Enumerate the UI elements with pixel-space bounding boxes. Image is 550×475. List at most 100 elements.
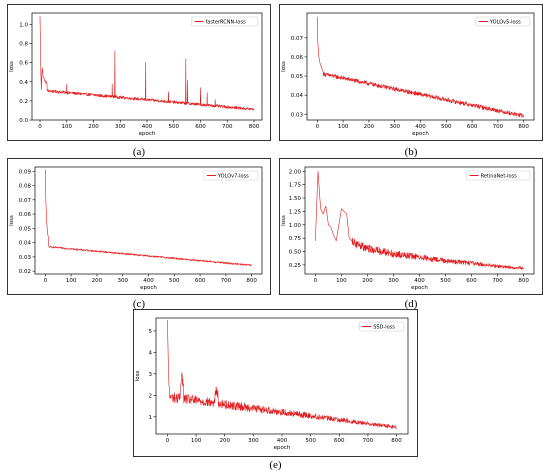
legend-box (358, 321, 405, 332)
x-tick-label: 800 (518, 278, 529, 284)
panel-label-a: (a) (132, 146, 146, 158)
legend-box (475, 16, 531, 27)
x-tick-label: 200 (362, 278, 373, 284)
y-tick-label: 0.0 (19, 118, 28, 124)
plot-area (31, 12, 263, 121)
series-line-YOLOv5-loss (317, 16, 524, 118)
y-tick-label: 0.08 (19, 184, 32, 190)
x-tick-label: 700 (492, 278, 503, 284)
x-tick-label: 600 (334, 438, 345, 444)
y-tick-label: 0.02 (19, 269, 31, 275)
panel-label-e: (e) (269, 459, 282, 471)
chart-ssd-loss: 0 100 200 300 400 500 600 700 800 1 2 3 4 5 epoch loss S… (135, 317, 409, 451)
panel-label-c: (c) (132, 298, 146, 310)
y-tick-label: 1.0 (19, 22, 28, 28)
x-tick-label: 300 (248, 438, 259, 444)
y-tick-label: 1.50 (289, 196, 302, 202)
y-tick-label: 0.07 (19, 198, 32, 204)
frame-b: 0 100 200 300 400 500 600 700 800 0.03 0.04 0.05 0.0… (279, 4, 543, 141)
legend-box (191, 16, 259, 27)
y-tick-label: 4 (149, 350, 153, 356)
y-tick-label: 5 (149, 329, 153, 335)
x-tick-label: 500 (441, 124, 452, 130)
x-tick-label: 100 (62, 124, 73, 130)
x-tick-label: 400 (415, 124, 426, 130)
y-tick-label: 0.06 (291, 55, 304, 61)
x-tick-label: 800 (249, 124, 260, 130)
legend-label: YOLOv7-loss (217, 174, 249, 180)
x-tick-label: 800 (246, 278, 257, 284)
x-tick-label: 200 (364, 124, 375, 130)
plot-area (155, 317, 409, 435)
x-tick-label: 0 (314, 278, 318, 284)
y-axis-label: loss (281, 61, 287, 72)
x-axis-label: epoch (140, 285, 157, 291)
plot-area (34, 166, 263, 275)
x-axis-label: epoch (139, 131, 156, 137)
y-tick-label: 0.2 (19, 99, 28, 105)
x-tick-label: 300 (115, 124, 126, 130)
legend-label: SSD-loss (373, 325, 395, 331)
panel-label-d: (d) (404, 298, 418, 310)
x-tick-label: 700 (363, 438, 374, 444)
legend-label: fasterRCNN-loss (206, 20, 247, 26)
y-tick-label: 0.25 (289, 263, 302, 269)
y-tick-label: 0.6 (19, 61, 28, 67)
frame-c: 0 100 200 300 400 500 600 700 800 0.02 0.03 0.04 0.0… (7, 158, 271, 295)
x-axis-label: epoch (412, 131, 429, 137)
y-tick-label: 0.03 (19, 255, 32, 261)
x-tick-label: 700 (221, 278, 232, 284)
series-line-fasterRCNN-loss (39, 15, 255, 111)
series-line-RetinaNet-loss (315, 171, 524, 270)
x-tick-label: 0 (38, 124, 42, 130)
x-axis-label: epoch (411, 285, 428, 291)
x-tick-label: 800 (391, 438, 402, 444)
panel-label-b: (b) (404, 146, 418, 158)
y-tick-label: 0.50 (289, 250, 302, 256)
frame-d: 0 100 200 300 400 500 600 700 800 0.25 0.50 0.75 1.0… (279, 158, 543, 295)
x-axis-label: epoch (274, 445, 291, 451)
chart-retinanet-loss: 0 100 200 300 400 500 600 700 800 0.25 0.50 0.75 1.0… (281, 166, 535, 291)
y-tick-label: 0.07 (291, 36, 304, 42)
x-tick-label: 200 (92, 278, 103, 284)
y-tick-label: 3 (149, 372, 153, 378)
x-tick-label: 400 (143, 278, 154, 284)
x-tick-label: 500 (440, 278, 451, 284)
y-tick-label: 0.8 (19, 42, 28, 48)
x-tick-label: 300 (117, 278, 128, 284)
series-line-YOLOv7-loss (45, 169, 252, 267)
y-tick-label: 1.25 (289, 209, 302, 215)
y-tick-label: 1 (149, 415, 153, 421)
chart-yolov7-loss: 0 100 200 300 400 500 600 700 800 0.02 0.03 0.04 0.0… (9, 166, 263, 291)
y-tick-label: 1.00 (289, 223, 302, 229)
x-tick-label: 200 (88, 124, 99, 130)
x-tick-label: 600 (195, 278, 206, 284)
x-tick-label: 300 (389, 124, 400, 130)
x-tick-label: 600 (195, 124, 206, 130)
x-tick-label: 200 (219, 438, 230, 444)
x-tick-label: 400 (414, 278, 425, 284)
x-tick-label: 600 (467, 124, 478, 130)
series-line-SSD-loss (167, 320, 397, 430)
chart-fasterrcnn-loss: 0 100 200 300 400 500 600 700 800 0.0 0.2 0.4 0.6 0.8… (9, 12, 263, 137)
x-tick-label: 800 (518, 124, 529, 130)
y-tick-label: 0.06 (19, 212, 32, 218)
y-tick-label: 0.09 (19, 169, 32, 175)
x-tick-label: 700 (493, 124, 504, 130)
x-tick-label: 500 (168, 124, 179, 130)
legend-label: RetinaNet-loss (481, 174, 518, 180)
legend-box (203, 170, 259, 181)
frame-a: 0 100 200 300 400 500 600 700 800 0.0 0.2 0.4 0.6 0.8… (7, 4, 271, 141)
y-tick-label: 0.4 (19, 80, 28, 86)
y-tick-label: 2 (149, 393, 153, 399)
y-tick-label: 0.05 (291, 74, 304, 80)
x-tick-label: 500 (169, 278, 180, 284)
legend-label: YOLOv5-loss (489, 20, 521, 26)
y-tick-label: 0.04 (19, 241, 32, 247)
y-axis-label: loss (135, 371, 141, 382)
x-tick-label: 100 (336, 278, 347, 284)
y-tick-label: 2.00 (289, 169, 302, 175)
x-tick-label: 100 (191, 438, 202, 444)
x-tick-label: 100 (66, 278, 77, 284)
x-tick-label: 500 (305, 438, 316, 444)
